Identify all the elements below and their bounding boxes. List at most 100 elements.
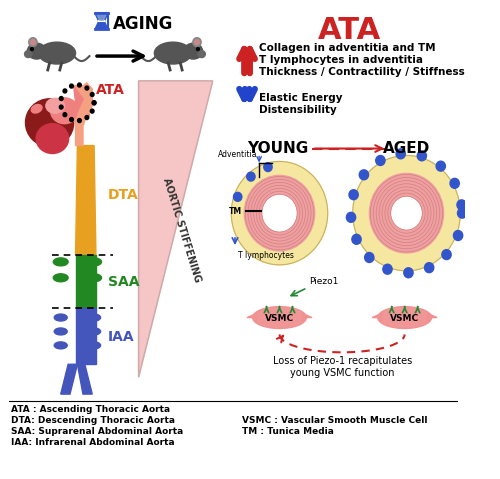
Ellipse shape <box>86 274 102 282</box>
Polygon shape <box>428 314 437 321</box>
Circle shape <box>457 200 466 210</box>
Circle shape <box>376 156 385 165</box>
Polygon shape <box>78 364 92 394</box>
Circle shape <box>92 101 96 105</box>
Ellipse shape <box>252 307 306 329</box>
Polygon shape <box>76 308 96 364</box>
Circle shape <box>78 83 82 87</box>
Text: SAA: Suprarenal Abdominal Aorta: SAA: Suprarenal Abdominal Aorta <box>10 427 183 436</box>
Ellipse shape <box>54 258 68 266</box>
Text: VSMC: VSMC <box>265 314 294 323</box>
Text: IAA: IAA <box>108 331 134 344</box>
Text: DTA: DTA <box>108 188 138 202</box>
Circle shape <box>90 109 94 113</box>
Text: ATA: ATA <box>96 83 125 97</box>
Circle shape <box>63 89 67 93</box>
Ellipse shape <box>46 98 64 113</box>
Circle shape <box>264 162 272 171</box>
Text: DTA: Descending Thoracic Aorta: DTA: Descending Thoracic Aorta <box>10 416 174 425</box>
Polygon shape <box>76 255 96 308</box>
Ellipse shape <box>193 38 201 46</box>
Circle shape <box>60 97 63 101</box>
Circle shape <box>404 268 413 278</box>
Ellipse shape <box>88 314 101 321</box>
Text: T lymphocytes in adventitia: T lymphocytes in adventitia <box>259 55 423 65</box>
Circle shape <box>436 161 446 171</box>
Ellipse shape <box>86 258 102 266</box>
Circle shape <box>370 173 444 253</box>
Text: Piezo1: Piezo1 <box>309 277 338 286</box>
Circle shape <box>85 86 88 90</box>
Circle shape <box>352 234 361 244</box>
Text: VSMC: VSMC <box>390 314 419 323</box>
Circle shape <box>454 230 462 240</box>
Circle shape <box>352 156 461 271</box>
Ellipse shape <box>378 307 432 329</box>
Circle shape <box>364 252 374 262</box>
Text: TM : Tunica Media: TM : Tunica Media <box>242 427 334 436</box>
Text: AORTIC STIFFENING: AORTIC STIFFENING <box>162 177 203 284</box>
Text: VSMC : Vascular Smooth Muscle Cell: VSMC : Vascular Smooth Muscle Cell <box>242 416 428 425</box>
Text: ATA : Ascending Thoracic Aorta: ATA : Ascending Thoracic Aorta <box>10 405 170 414</box>
Ellipse shape <box>54 314 67 321</box>
Polygon shape <box>97 14 106 20</box>
Circle shape <box>85 115 88 120</box>
Circle shape <box>63 113 67 117</box>
Circle shape <box>349 190 358 200</box>
Ellipse shape <box>54 342 67 349</box>
Circle shape <box>70 84 73 88</box>
Circle shape <box>392 197 422 229</box>
Ellipse shape <box>88 328 101 335</box>
Circle shape <box>396 149 406 159</box>
Polygon shape <box>302 314 312 321</box>
Polygon shape <box>138 81 213 377</box>
Text: AGING: AGING <box>112 15 173 34</box>
Ellipse shape <box>198 51 205 57</box>
Circle shape <box>383 264 392 274</box>
Circle shape <box>263 195 296 231</box>
Ellipse shape <box>88 342 101 349</box>
Text: Distensibility: Distensibility <box>259 105 337 115</box>
Circle shape <box>232 161 328 265</box>
Ellipse shape <box>38 42 76 64</box>
Circle shape <box>246 172 255 181</box>
Circle shape <box>196 47 200 51</box>
Circle shape <box>30 47 34 51</box>
Text: ATA: ATA <box>318 16 380 46</box>
Text: TM: TM <box>230 206 242 216</box>
Ellipse shape <box>31 104 42 113</box>
Polygon shape <box>76 83 92 146</box>
Ellipse shape <box>54 328 67 335</box>
Text: IAA: Infrarenal Abdominal Aorta: IAA: Infrarenal Abdominal Aorta <box>10 438 174 447</box>
Ellipse shape <box>50 98 78 124</box>
Circle shape <box>90 92 94 96</box>
Circle shape <box>450 178 460 188</box>
Circle shape <box>442 250 451 260</box>
Circle shape <box>360 170 368 180</box>
Ellipse shape <box>54 274 68 282</box>
Circle shape <box>346 212 356 222</box>
Circle shape <box>92 101 96 105</box>
Polygon shape <box>60 364 78 394</box>
Circle shape <box>78 119 82 123</box>
Polygon shape <box>247 314 256 321</box>
Polygon shape <box>74 86 90 119</box>
Circle shape <box>424 262 434 273</box>
Text: Loss of Piezo-1 recapitulates
young VSMC function: Loss of Piezo-1 recapitulates young VSMC… <box>273 356 412 378</box>
Ellipse shape <box>184 43 203 59</box>
Ellipse shape <box>30 40 35 45</box>
Polygon shape <box>95 21 108 29</box>
Circle shape <box>458 208 467 218</box>
Ellipse shape <box>26 99 74 147</box>
Text: Adventitia: Adventitia <box>218 150 258 160</box>
Circle shape <box>60 105 63 109</box>
Polygon shape <box>76 146 96 255</box>
Ellipse shape <box>28 43 46 59</box>
Ellipse shape <box>194 40 200 45</box>
Text: Thickness / Contractility / Stiffness: Thickness / Contractility / Stiffness <box>259 67 465 77</box>
Circle shape <box>70 117 73 122</box>
Text: Collagen in adventitia and TM: Collagen in adventitia and TM <box>259 43 436 53</box>
Ellipse shape <box>28 38 37 46</box>
Circle shape <box>244 175 314 251</box>
Text: SAA: SAA <box>108 275 140 289</box>
